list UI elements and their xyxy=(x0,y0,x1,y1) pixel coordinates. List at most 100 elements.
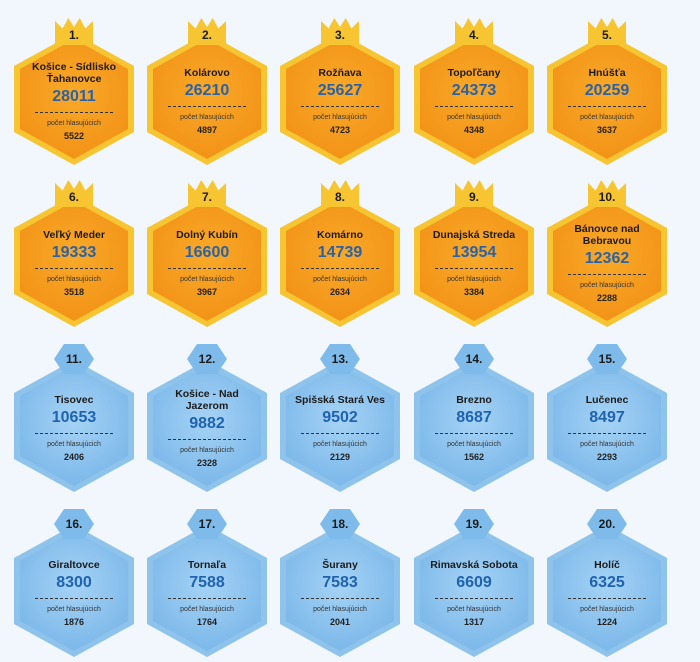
town-name: Hnúšťa xyxy=(588,67,626,79)
ranking-card: 2. Kolárovo 26210 počet hlasujúcich 4897 xyxy=(147,18,267,165)
rank: 4. xyxy=(468,28,479,42)
town-name: Brezno xyxy=(456,394,492,406)
rank: 13. xyxy=(331,352,349,366)
town-name: Holíč xyxy=(594,559,620,571)
voters-count: 1224 xyxy=(596,617,618,627)
dashed-divider xyxy=(435,598,513,599)
ranking-card: 4. Topoľčany 24373 počet hlasujúcich 434… xyxy=(414,18,534,165)
voters-label: počet hlasujúcich xyxy=(47,441,101,448)
voters-count: 3637 xyxy=(596,125,618,135)
town-name: Lučenec xyxy=(585,394,629,406)
rank: 10. xyxy=(598,190,616,204)
voters-label: počet hlasujúcich xyxy=(313,276,367,283)
hexagon-fill xyxy=(286,366,394,486)
ranking-card: 20. Holíč 6325 počet hlasujúcich 1224 xyxy=(547,509,667,657)
dashed-divider xyxy=(568,433,646,434)
crown-icon: 2. xyxy=(188,18,226,45)
dashed-divider xyxy=(168,598,246,599)
voters-count: 4897 xyxy=(196,125,218,135)
ranking-card: 6. Veľký Meder 19333 počet hlasujúcich 3… xyxy=(14,180,134,327)
score: 10653 xyxy=(51,409,97,426)
hexagon-badge-icon: 15. xyxy=(587,344,627,374)
voters-label: počet hlasujúcich xyxy=(447,114,501,121)
voters-count: 4723 xyxy=(329,125,351,135)
score: 7588 xyxy=(189,574,225,591)
voters-label: počet hlasujúcich xyxy=(313,114,367,121)
dashed-divider xyxy=(301,598,379,599)
town-name: Bánovce nad Bebravou xyxy=(574,223,640,247)
ranking-card: 8. Komárno 14739 počet hlasujúcich 2634 xyxy=(280,180,400,327)
voters-count: 2041 xyxy=(329,617,351,627)
hexagon-fill xyxy=(153,39,261,159)
voters-label: počet hlasujúcich xyxy=(180,114,234,121)
voters-label: počet hlasujúcich xyxy=(580,606,634,613)
town-name: Košice - Nad Jazerom xyxy=(175,388,239,412)
score: 8300 xyxy=(56,574,92,591)
crown-icon: 4. xyxy=(455,18,493,45)
voters-count: 2406 xyxy=(63,452,85,462)
voters-label: počet hlasujúcich xyxy=(180,606,234,613)
voters-label: počet hlasujúcich xyxy=(580,441,634,448)
voters-count: 1764 xyxy=(196,617,218,627)
rank: 11. xyxy=(65,352,83,366)
town-name: Tisovec xyxy=(54,394,94,406)
voters-count: 2328 xyxy=(196,458,218,468)
dashed-divider xyxy=(568,106,646,107)
rank: 14. xyxy=(465,352,483,366)
score: 25627 xyxy=(317,82,363,99)
hexagon-fill xyxy=(553,531,661,651)
voters-label: počet hlasujúcich xyxy=(180,276,234,283)
rank: 17. xyxy=(198,517,216,531)
voters-count: 3518 xyxy=(63,287,85,297)
voters-label: počet hlasujúcich xyxy=(313,441,367,448)
rank: 2. xyxy=(201,28,212,42)
town-name: Kolárovo xyxy=(184,67,230,79)
score: 16600 xyxy=(184,244,230,261)
town-name: Rožňava xyxy=(318,67,362,79)
hexagon-fill xyxy=(286,201,394,321)
voters-count: 2293 xyxy=(596,452,618,462)
rank: 19. xyxy=(465,517,483,531)
hexagon-badge-icon: 12. xyxy=(187,344,227,374)
town-name: Košice - Sídlisko Ťahanovce xyxy=(31,61,117,85)
dashed-divider xyxy=(568,274,646,275)
dashed-divider xyxy=(568,598,646,599)
hexagon-fill xyxy=(420,39,528,159)
ranking-card: 11. Tisovec 10653 počet hlasujúcich 2406 xyxy=(14,344,134,492)
town-name: Topoľčany xyxy=(447,67,501,79)
crown-icon: 10. xyxy=(588,180,626,207)
rank: 8. xyxy=(334,190,345,204)
crown-icon: 6. xyxy=(55,180,93,207)
ranking-card: 17. Tornaľa 7588 počet hlasujúcich 1764 xyxy=(147,509,267,657)
voters-count: 1317 xyxy=(463,617,485,627)
voters-label: počet hlasujúcich xyxy=(447,441,501,448)
town-name: Tornaľa xyxy=(187,559,227,571)
score: 9882 xyxy=(189,415,225,432)
dashed-divider xyxy=(168,106,246,107)
hexagon-fill xyxy=(153,366,261,486)
ranking-card: 12. Košice - Nad Jazerom 9882 počet hlas… xyxy=(147,344,267,492)
score: 8497 xyxy=(589,409,625,426)
voters-count: 2129 xyxy=(329,452,351,462)
dashed-divider xyxy=(435,106,513,107)
ranking-card: 7. Dolný Kubín 16600 počet hlasujúcich 3… xyxy=(147,180,267,327)
voters-label: počet hlasujúcich xyxy=(47,276,101,283)
hexagon-fill xyxy=(20,201,128,321)
score: 7583 xyxy=(322,574,358,591)
ranking-card: 16. Giraltovce 8300 počet hlasujúcich 18… xyxy=(14,509,134,657)
score: 26210 xyxy=(184,82,230,99)
voters-label: počet hlasujúcich xyxy=(180,447,234,454)
voters-count: 1876 xyxy=(63,617,85,627)
rank: 15. xyxy=(598,352,616,366)
hexagon-fill xyxy=(420,531,528,651)
town-name: Rimavská Sobota xyxy=(430,559,518,571)
hexagon-fill xyxy=(420,366,528,486)
ranking-card: 15. Lučenec 8497 počet hlasujúcich 2293 xyxy=(547,344,667,492)
hexagon-badge-icon: 20. xyxy=(587,509,627,539)
rank: 16. xyxy=(65,517,83,531)
voters-label: počet hlasujúcich xyxy=(313,606,367,613)
rank: 5. xyxy=(601,28,612,42)
dashed-divider xyxy=(168,439,246,440)
voters-label: počet hlasujúcich xyxy=(47,120,101,127)
dashed-divider xyxy=(301,268,379,269)
